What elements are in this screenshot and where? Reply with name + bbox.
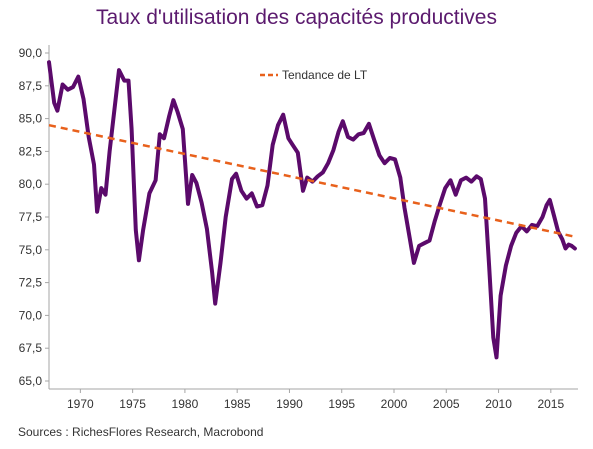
y-tick-label: 72,5 [19, 276, 43, 290]
x-tick-label: 1985 [224, 397, 251, 411]
y-tick-label: 90,0 [19, 46, 43, 60]
y-tick-label: 82,5 [19, 144, 43, 158]
x-tick-label: 2010 [485, 397, 512, 411]
series-layer [49, 62, 575, 357]
series-line-trend [49, 125, 575, 237]
x-tick-label: 1975 [119, 397, 146, 411]
axes: 65,0 67,5 70,0 72,5 75,0 77,5 80,0 82,5 85,0 87,5… [19, 45, 578, 411]
legend: Tendance de LT [260, 68, 368, 82]
x-tick-label: 1995 [328, 397, 355, 411]
y-tick-label: 67,5 [19, 341, 43, 355]
y-tick-label: 80,0 [19, 177, 43, 191]
chart-source: Sources : RichesFlores Research, Macrobo… [18, 425, 263, 439]
y-tick-label: 87,5 [19, 79, 43, 93]
y-tick-label: 75,0 [19, 243, 43, 257]
x-tick-label: 1990 [276, 397, 303, 411]
x-tick-label: 1980 [172, 397, 199, 411]
x-tick-label: 2000 [381, 397, 408, 411]
y-tick-label: 85,0 [19, 112, 43, 126]
y-tick-label: 70,0 [19, 308, 43, 322]
x-tick-label: 1970 [67, 397, 94, 411]
y-tick-label: 77,5 [19, 210, 43, 224]
y-tick-label: 65,0 [19, 374, 43, 388]
x-tick-label: 2015 [537, 397, 564, 411]
series-line-utilisation [49, 62, 575, 357]
legend-label-trend: Tendance de LT [282, 68, 368, 82]
x-tick-label: 2005 [433, 397, 460, 411]
